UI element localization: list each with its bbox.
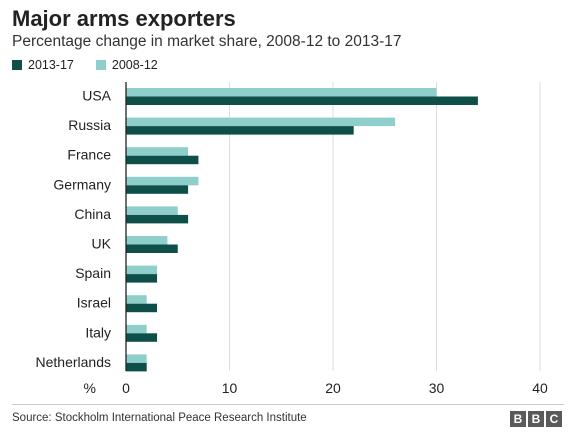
bar-2008-12 [126, 354, 147, 363]
bar-2008-12 [126, 117, 396, 127]
bar-2008-12 [126, 236, 168, 245]
bbc-logo-block: C [546, 411, 562, 427]
legend-item-2013-17: 2013-17 [12, 58, 74, 72]
bar-2008-12 [126, 265, 158, 275]
legend-swatch-2013-17 [12, 60, 22, 70]
category-label: Russia [68, 117, 111, 133]
bbc-logo: B B C [508, 411, 562, 427]
x-tick-label: 20 [325, 380, 341, 396]
bar-2013-17 [126, 126, 354, 135]
x-axis-unit-label: % [84, 380, 96, 396]
bar-2013-17 [126, 155, 199, 165]
bar-chart: USA Russia France Germany China UK Spain Israel… [36, 82, 548, 396]
chart-title: Major arms exporters [12, 6, 236, 31]
category-label: Israel [77, 295, 111, 311]
bar-2008-12 [126, 295, 147, 304]
bar-2008-12 [126, 206, 178, 215]
bbc-logo-block: B [510, 411, 526, 427]
source-note: Source: Stockholm International Peace Re… [12, 412, 307, 424]
bar-2008-12 [126, 176, 199, 186]
bar-2013-17 [126, 333, 158, 342]
bar-2013-17 [126, 274, 158, 283]
bar-2013-17 [126, 214, 189, 224]
bar-2013-17 [126, 96, 478, 105]
category-label: China [74, 206, 111, 222]
category-label: Netherlands [36, 354, 112, 370]
legend-label-2013-17: 2013-17 [28, 58, 74, 72]
category-label: UK [92, 236, 112, 252]
legend-item-2008-12: 2008-12 [95, 58, 158, 72]
chart-legend: 2013-17 2008-12 [12, 58, 180, 72]
chart-subtitle: Percentage change in market share, 2008-… [12, 33, 402, 50]
bbc-logo-block: B [528, 411, 544, 427]
bar-2013-17 [126, 362, 147, 372]
bar-2013-17 [126, 303, 158, 313]
legend-swatch-2008-12 [95, 60, 106, 70]
category-label: Spain [75, 265, 111, 281]
bar-2013-17 [126, 244, 178, 253]
bar-2013-17 [126, 185, 189, 194]
category-label: USA [82, 88, 111, 104]
bar-2008-12 [126, 324, 147, 334]
x-tick-label: 30 [429, 380, 445, 396]
x-tick-label: 40 [532, 380, 548, 396]
legend-label-2008-12: 2008-12 [111, 58, 158, 72]
bar-2008-12 [126, 88, 437, 97]
footer-divider [12, 404, 564, 405]
x-tick-label: 0 [122, 380, 130, 396]
x-tick-label: 10 [222, 380, 238, 396]
category-label: France [67, 147, 111, 163]
bar-2008-12 [126, 147, 189, 156]
category-label: Italy [85, 324, 111, 340]
category-label: Germany [53, 176, 111, 192]
